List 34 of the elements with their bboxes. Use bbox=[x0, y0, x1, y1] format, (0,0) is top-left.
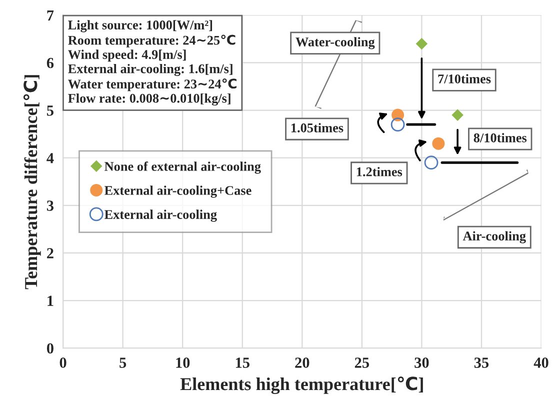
y-tick-label: 4 bbox=[46, 153, 54, 164]
annotation: Light source: 1000[W/m²] Room temperature: 24∼25℃ Wind speed: 4.9[m/s] External air-cooling: 1.6[m/s] Water temperature: 23∼24℃ Flow rate: 0.008∼0.010[kg/s] bbox=[68, 20, 236, 106]
x-tick-label: 10 bbox=[176, 358, 190, 368]
x-tick-label: 0 bbox=[60, 358, 66, 368]
y-tick-label: 1 bbox=[48, 296, 54, 306]
x-tick-label: 25 bbox=[354, 358, 370, 368]
x-tick-label: 35 bbox=[474, 358, 489, 368]
x-tick-label: 5 bbox=[120, 358, 126, 368]
annotation: Air-cooling bbox=[462, 231, 526, 244]
y-tick-label: 6 bbox=[46, 58, 54, 68]
annotation: 8/10times bbox=[474, 133, 527, 142]
annotation: Water-cooling bbox=[296, 37, 375, 50]
x-tick-label: 15 bbox=[236, 358, 250, 368]
y-tick-label: 0 bbox=[46, 343, 54, 354]
annotation: 7/10times bbox=[438, 74, 491, 84]
point bbox=[432, 137, 445, 150]
point bbox=[424, 156, 438, 170]
x-tick-label: 40 bbox=[534, 358, 548, 368]
point bbox=[452, 109, 464, 121]
y-tick-label: 3 bbox=[46, 200, 54, 211]
y-tick-label: 7 bbox=[47, 10, 54, 20]
annotation: 1.2times bbox=[356, 166, 402, 176]
y-axis-title: Temperature difference[℃] bbox=[23, 75, 41, 290]
y-tick-label: 2 bbox=[47, 248, 54, 258]
annotation: 1.05times bbox=[291, 123, 344, 132]
point bbox=[390, 118, 405, 132]
legend-label: External air-cooling bbox=[104, 210, 217, 222]
x-axis-title: Elements high temperature[℃] bbox=[180, 376, 423, 394]
legend-label: External air-cooling+Case bbox=[104, 186, 252, 198]
point bbox=[416, 38, 428, 50]
x-tick-label: 30 bbox=[414, 358, 429, 368]
legend-label: None of external air-cooling bbox=[104, 161, 261, 174]
x-tick-label: 20 bbox=[295, 358, 310, 368]
y-tick-label: 5 bbox=[47, 106, 54, 116]
